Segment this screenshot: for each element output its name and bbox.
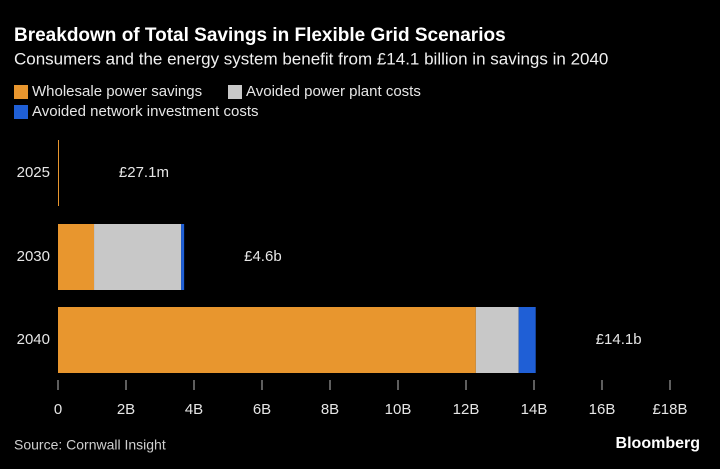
legend-label: Wholesale power savings bbox=[32, 83, 202, 100]
total-label: £4.6b bbox=[244, 248, 282, 265]
x-tick-label: 6B bbox=[253, 401, 271, 418]
bar-segment bbox=[58, 307, 476, 373]
total-label: £27.1m bbox=[119, 164, 169, 181]
legend-swatch bbox=[228, 85, 242, 99]
legend-label: Avoided network investment costs bbox=[32, 103, 259, 120]
y-tick-label: 2040 bbox=[17, 331, 50, 348]
bar-segment bbox=[58, 140, 59, 206]
x-tick-label: 0 bbox=[54, 401, 62, 418]
bar-segment bbox=[518, 307, 536, 373]
bar-segment bbox=[94, 224, 182, 290]
x-tick-label: 8B bbox=[321, 401, 339, 418]
bar-segment bbox=[58, 224, 95, 290]
total-label: £14.1b bbox=[596, 331, 642, 348]
x-tick-label: 2B bbox=[117, 401, 135, 418]
y-tick-label: 2030 bbox=[17, 248, 50, 265]
bar-segment bbox=[475, 307, 519, 373]
legend-swatch bbox=[14, 85, 28, 99]
x-tick-label: 14B bbox=[521, 401, 548, 418]
legend-swatch bbox=[14, 105, 28, 119]
brand: Bloomberg bbox=[616, 435, 700, 452]
x-tick-label: 10B bbox=[385, 401, 412, 418]
source: Source: Cornwall Insight bbox=[14, 437, 166, 453]
x-tick-label: 4B bbox=[185, 401, 203, 418]
legend-label: Avoided power plant costs bbox=[246, 83, 421, 100]
chart-subtitle: Consumers and the energy system benefit … bbox=[14, 49, 608, 68]
y-tick-label: 2025 bbox=[17, 164, 50, 181]
chart-title: Breakdown of Total Savings in Flexible G… bbox=[14, 25, 506, 46]
x-tick-label: £18B bbox=[652, 401, 687, 418]
x-tick-label: 12B bbox=[453, 401, 480, 418]
x-tick-label: 16B bbox=[589, 401, 616, 418]
bar-segment bbox=[181, 224, 185, 290]
